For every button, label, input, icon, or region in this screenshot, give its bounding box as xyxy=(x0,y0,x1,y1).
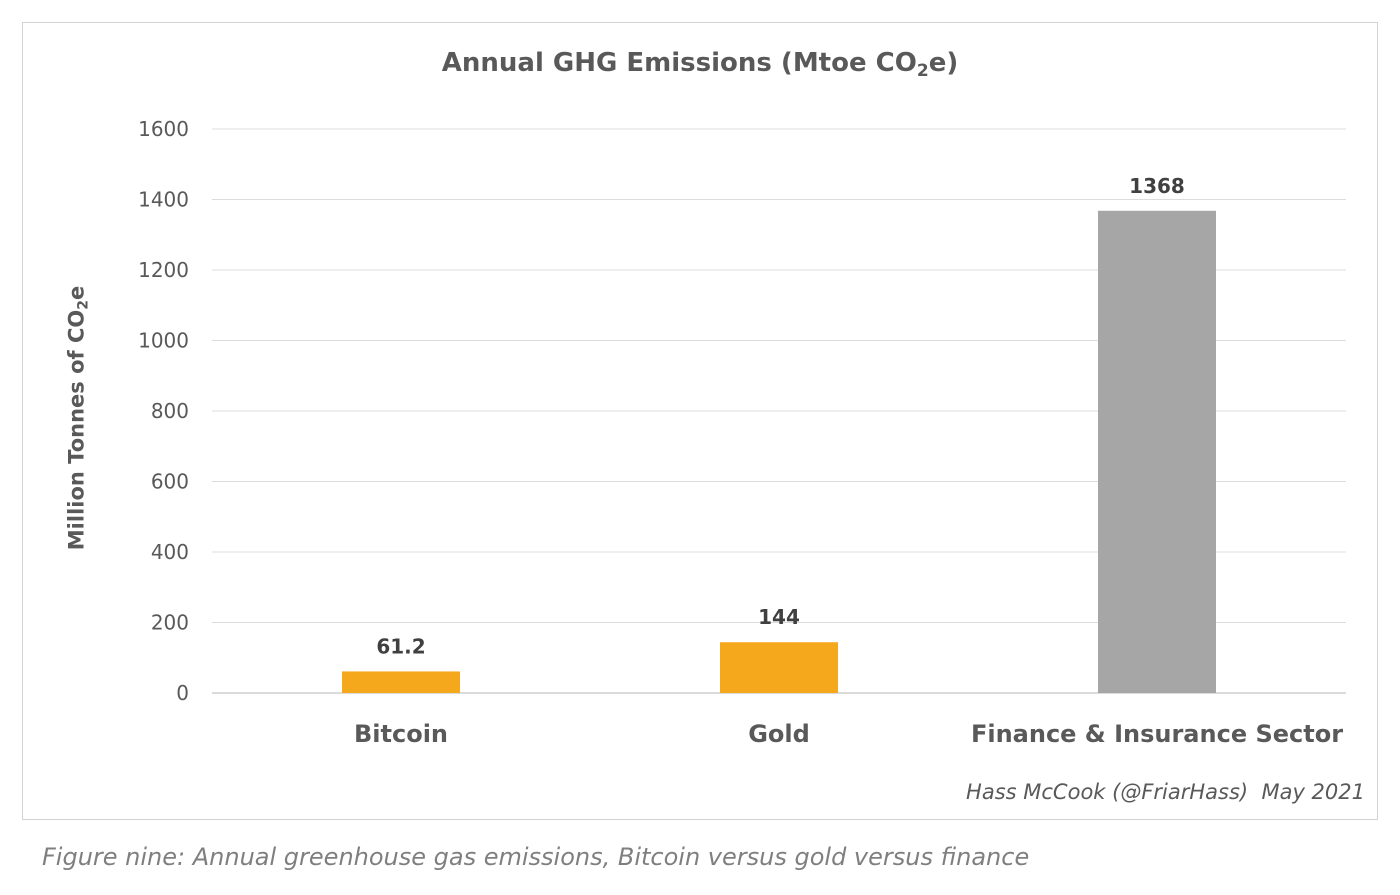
y-tick-label: 200 xyxy=(151,611,189,635)
y-tick-label: 1200 xyxy=(138,258,189,282)
y-tick-label: 800 xyxy=(151,399,189,423)
bar xyxy=(720,642,838,693)
y-tick-label: 1000 xyxy=(138,329,189,353)
category-label: Bitcoin xyxy=(354,720,448,748)
y-tick-label: 1400 xyxy=(138,188,189,212)
y-tick-label: 1600 xyxy=(138,117,189,141)
data-label: 144 xyxy=(758,605,800,629)
chart-title: Annual GHG Emissions (Mtoe CO2e) xyxy=(441,48,959,81)
bar xyxy=(342,671,460,693)
author-credit: Hass McCook (@FriarHass) May 2021 xyxy=(966,780,1365,804)
category-label: Gold xyxy=(748,720,810,748)
y-tick-label: 600 xyxy=(151,470,189,494)
figure-caption: Figure nine: Annual greenhouse gas emiss… xyxy=(42,843,1030,871)
y-tick-label: 400 xyxy=(151,540,189,564)
category-label: Finance & Insurance Sector xyxy=(971,720,1343,748)
data-label: 1368 xyxy=(1129,174,1185,198)
bar xyxy=(1098,210,1216,693)
data-label: 61.2 xyxy=(376,634,425,658)
y-tick-label: 0 xyxy=(176,681,189,705)
